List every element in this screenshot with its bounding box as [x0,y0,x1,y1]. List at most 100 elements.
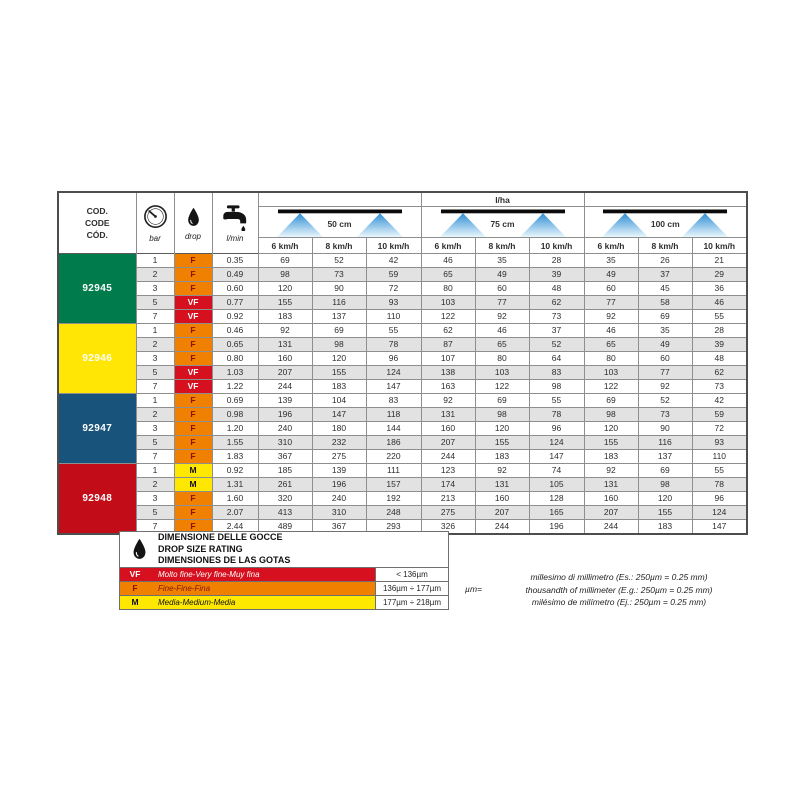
lha-value: 69 [311,323,367,338]
legend-value: < 136µm [375,566,448,581]
legend-row-f: F Fine-Fine-Fina 136µm ÷ 177µm [120,580,448,595]
lha-value: 240 [311,491,367,506]
lha-value: 155 [637,505,693,520]
cod-line: COD. [86,206,108,216]
table-row: 92945 1 F 0.35 69 52 42 46 35 28 35 26 21 [57,253,748,324]
legend-letter: F [120,580,150,595]
lha-value: 138 [420,365,476,380]
lha-value: 367 [257,449,313,464]
drop-rating-badge: VF [173,309,213,324]
lha-value: 103 [420,295,476,310]
lha-value: 160 [583,491,639,506]
lha-value: 232 [311,435,367,450]
droplet-icon [120,533,158,565]
lha-value: 131 [420,407,476,422]
drop-rating-badge: F [173,323,213,338]
lha-value: 60 [474,281,530,296]
lha-value: 183 [257,309,313,324]
lha-value: 128 [528,491,585,506]
table-row: 2 F 0.98 196 147 118 131 98 78 98 73 59 [58,407,748,422]
pressure-value: 2 [135,337,175,352]
lha-value: 110 [691,449,748,464]
lha-value: 73 [311,267,367,282]
lha-value: 92 [583,463,639,478]
table-row: 3 F 1.20 240 180 144 160 120 96 120 90 72 [58,421,748,436]
legend-letter: VF [120,566,150,581]
cod-line: CODE [84,218,110,228]
lha-value: 110 [365,309,422,324]
spray-nozzle-icon [276,209,403,237]
micron-note: µm= millesimo di millimetro (Es.: 250µm … [460,571,756,609]
pressure-value: 1 [135,463,175,478]
pressure-value: 5 [135,365,175,380]
lha-value: 92 [474,463,530,478]
drop-rating-badge: F [173,253,213,268]
lha-value: 46 [420,253,476,268]
flow-rate-value: 1.83 [211,449,259,464]
lha-value: 77 [474,295,530,310]
lha-value: 35 [474,253,530,268]
lha-value: 213 [420,491,476,506]
drop-rating-badge: F [173,337,213,352]
pressure-value: 5 [135,295,175,310]
lha-value: 275 [311,449,367,464]
droplet-icon [185,205,202,231]
lha-value: 122 [583,379,639,394]
spacing-label: 75 cm [490,219,515,229]
lha-value: 244 [583,519,639,535]
lha-value: 55 [691,309,748,324]
lha-value: 46 [474,323,530,338]
lha-value: 35 [637,323,693,338]
lha-value: 96 [691,491,748,506]
pressure-value: 2 [135,407,175,422]
lha-value: 64 [528,351,585,366]
speed-header: 10 km/h [528,237,585,254]
drop-rating-badge: VF [173,365,213,380]
lha-value: 80 [583,351,639,366]
pressure-value: 5 [135,435,175,450]
lha-value: 58 [637,295,693,310]
pressure-value: 3 [135,281,175,296]
lha-value: 98 [528,379,585,394]
lha-value: 137 [637,449,693,464]
flow-rate-value: 0.60 [211,281,259,296]
lha-value: 80 [420,281,476,296]
lmin-label: l/min [226,233,244,243]
flow-rate-value: 1.03 [211,365,259,380]
micron-note-line: thousandth of millimeter (E.g.: 250µm = … [525,584,713,595]
lha-value: 59 [365,267,422,282]
table-row: 3 F 0.80 160 120 96 107 80 64 80 60 48 [58,351,748,366]
lha-value: 207 [474,505,530,520]
lha-value: 103 [474,365,530,380]
table-row: 92947 1 F 0.69 139 104 83 92 69 55 69 52 42 [57,393,748,464]
lha-value: 73 [637,407,693,422]
product-code: 92948 [57,463,137,535]
drop-rating-badge: F [173,281,213,296]
lha-value: 65 [474,337,530,352]
lha-value: 37 [528,323,585,338]
lha-value: 131 [474,477,530,492]
speed-header: 10 km/h [365,237,422,254]
flow-rate-value: 2.07 [211,505,259,520]
lha-value: 261 [257,477,313,492]
drop-size-legend: DIMENSIONE DELLE GOCCE DROP SIZE RATING … [119,531,449,610]
pressure-value: 7 [135,309,175,324]
lha-value: 39 [691,337,748,352]
lha-value: 122 [474,379,530,394]
lha-value: 28 [528,253,585,268]
lha-value: 39 [528,267,585,282]
drop-rating-badge: F [173,267,213,282]
speed-header: 8 km/h [637,237,693,254]
lha-value: 46 [583,323,639,338]
spacing-label: 50 cm [327,219,352,229]
lha-value: 240 [257,421,313,436]
flow-rate-value: 0.69 [211,393,259,408]
lha-value: 96 [365,351,422,366]
flow-rate-value: 1.55 [211,435,259,450]
legend-label: Media-Medium-Media [150,594,375,609]
lha-value: 174 [420,477,476,492]
legend-title-line: DROP SIZE RATING [158,543,243,554]
pressure-value: 3 [135,351,175,366]
drop-rating-badge: VF [173,379,213,394]
lha-value: 107 [420,351,476,366]
